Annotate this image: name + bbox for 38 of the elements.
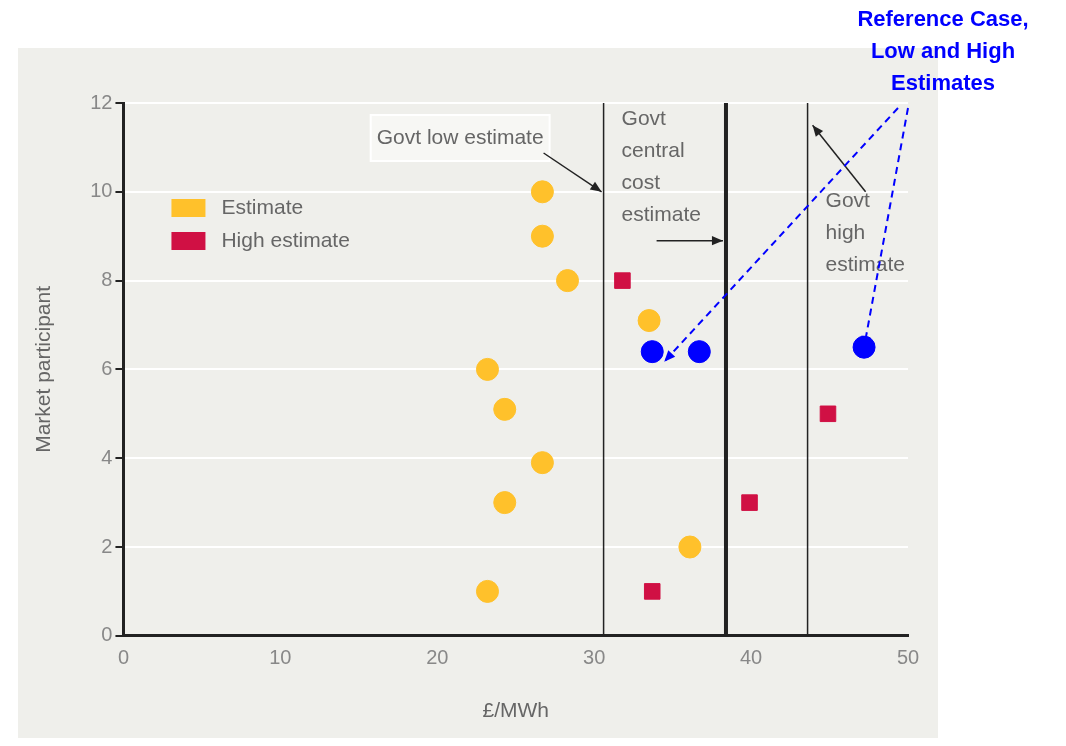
x-tick-label: 20 — [426, 646, 449, 669]
point — [852, 335, 876, 359]
point — [556, 269, 579, 293]
x-tick-label: 40 — [739, 646, 763, 669]
point — [475, 357, 499, 381]
y-axis-title: Market participant — [31, 285, 55, 453]
y-tick-label: 10 — [90, 179, 113, 202]
x-tick-label: 0 — [117, 646, 130, 669]
x-tick-label: 30 — [583, 646, 606, 669]
y-tick-label: 2 — [101, 534, 113, 557]
point — [741, 494, 758, 511]
point — [493, 397, 517, 421]
point — [640, 340, 664, 364]
y-tick-label: 4 — [101, 445, 113, 468]
point — [687, 340, 711, 364]
y-tick-label: 0 — [101, 623, 113, 646]
point — [530, 224, 554, 248]
point — [530, 180, 554, 204]
x-axis-title: £/MWh — [482, 698, 549, 722]
point — [530, 451, 554, 475]
y-tick-label: 8 — [101, 268, 113, 291]
ref-line-label: Govt central cost estimate — [621, 105, 701, 225]
point — [819, 405, 837, 423]
annotation: Reference Case, Low and High Estimates — [857, 6, 1029, 96]
point — [475, 579, 499, 603]
legend-label: High estimate — [221, 227, 350, 251]
point — [678, 535, 702, 559]
y-tick-label: 12 — [90, 90, 113, 113]
point — [643, 583, 661, 600]
point — [614, 272, 631, 289]
ref-line-label: Govt high estimate — [825, 188, 905, 276]
legend-label: Estimate — [221, 194, 304, 218]
x-tick-label: 10 — [269, 646, 292, 669]
y-tick-label: 6 — [101, 356, 113, 379]
point — [637, 309, 661, 333]
x-tick-label: 50 — [896, 646, 920, 669]
point — [493, 491, 517, 515]
ref-line-label: Govt low estimate — [376, 124, 544, 148]
